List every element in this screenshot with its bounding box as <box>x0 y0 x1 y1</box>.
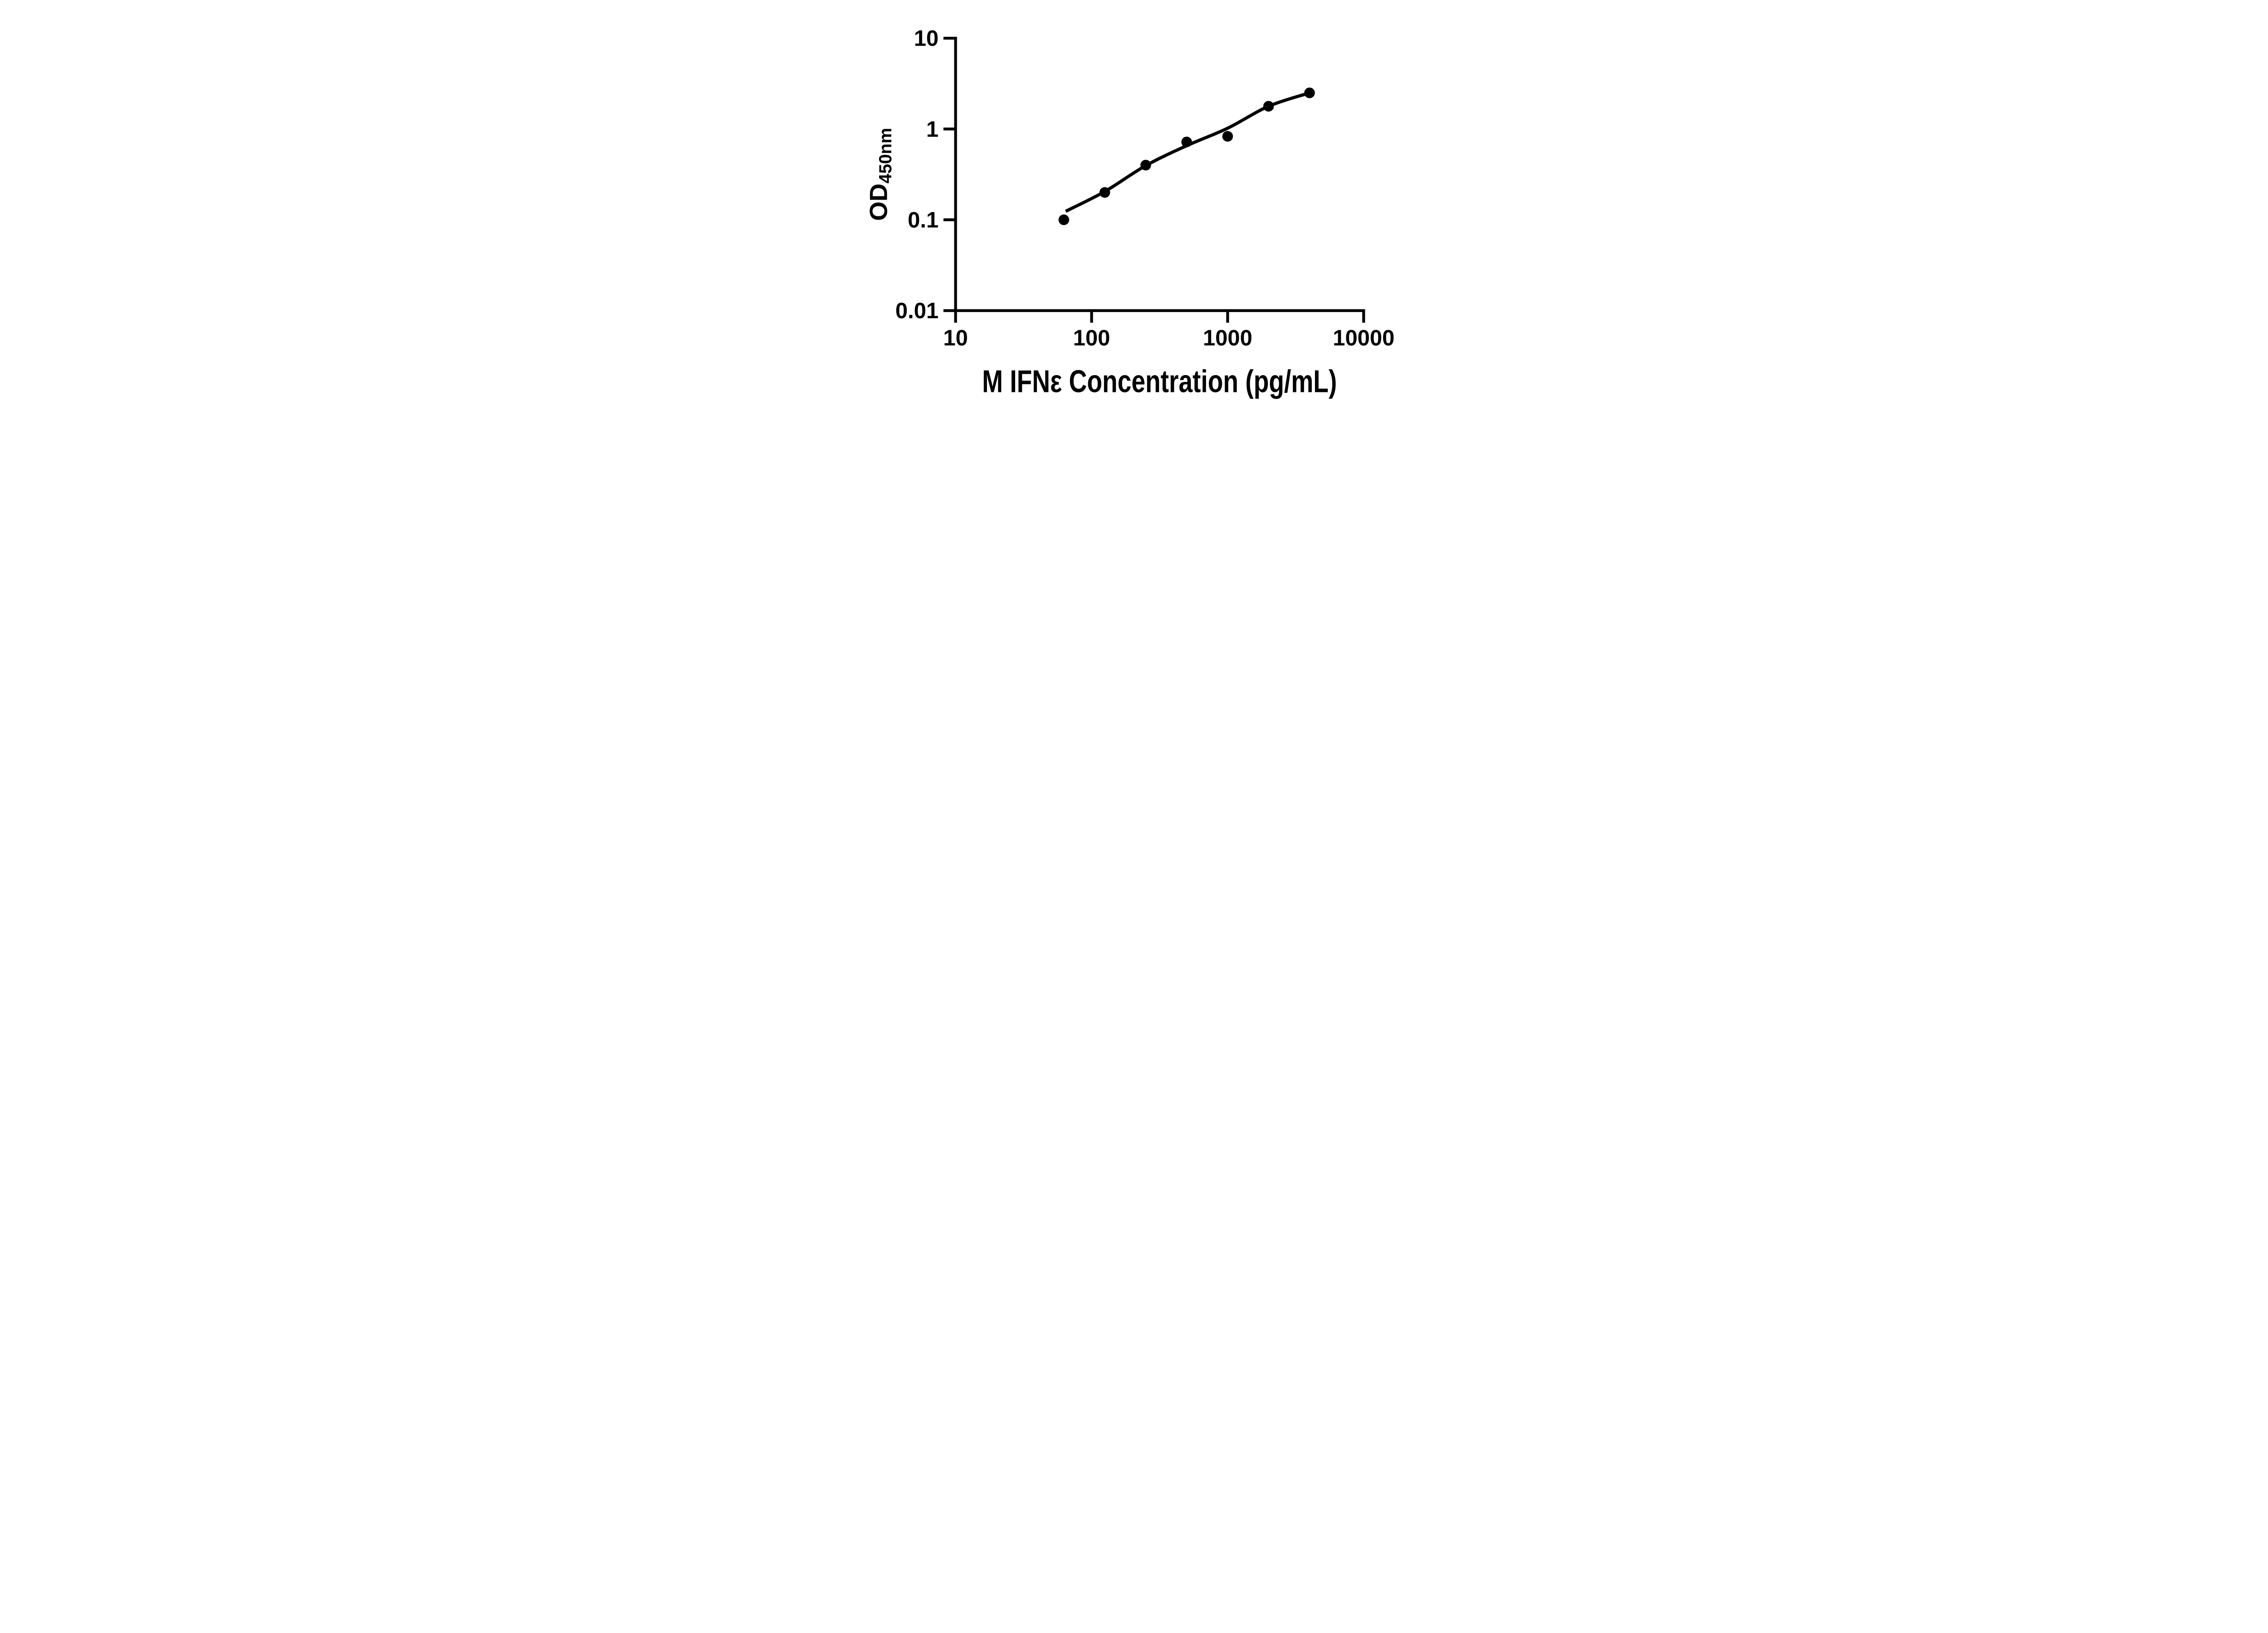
y-tick-label: 1 <box>926 117 938 142</box>
data-point <box>1099 187 1110 198</box>
data-point <box>1181 137 1192 147</box>
y-axis-title: OD450nm <box>864 128 895 221</box>
y-axis-title-main: OD <box>864 183 892 220</box>
series-group <box>1058 87 1315 225</box>
data-point <box>1263 101 1274 112</box>
y-tick-label: 0.01 <box>895 299 938 323</box>
x-tick-label: 10000 <box>1333 326 1394 351</box>
y-tick-label: 0.1 <box>908 208 938 233</box>
data-point <box>1140 160 1151 171</box>
x-tick-label: 1000 <box>1202 326 1252 351</box>
data-point <box>1222 131 1233 142</box>
x-tick-label: 10 <box>943 326 968 351</box>
x-axis-title: M IFNε Concentration (pg/mL) <box>982 364 1337 399</box>
x-tick-label: 100 <box>1073 326 1110 351</box>
data-point <box>1304 87 1315 98</box>
data-point <box>1058 214 1069 225</box>
y-axis-title-subscript: 450nm <box>875 128 895 184</box>
elisa-standard-curve-figure: 10 1 0.1 0.01 10 100 1000 10000 M IFNε Concentr… <box>842 0 1426 408</box>
y-tick-label: 10 <box>914 26 938 51</box>
